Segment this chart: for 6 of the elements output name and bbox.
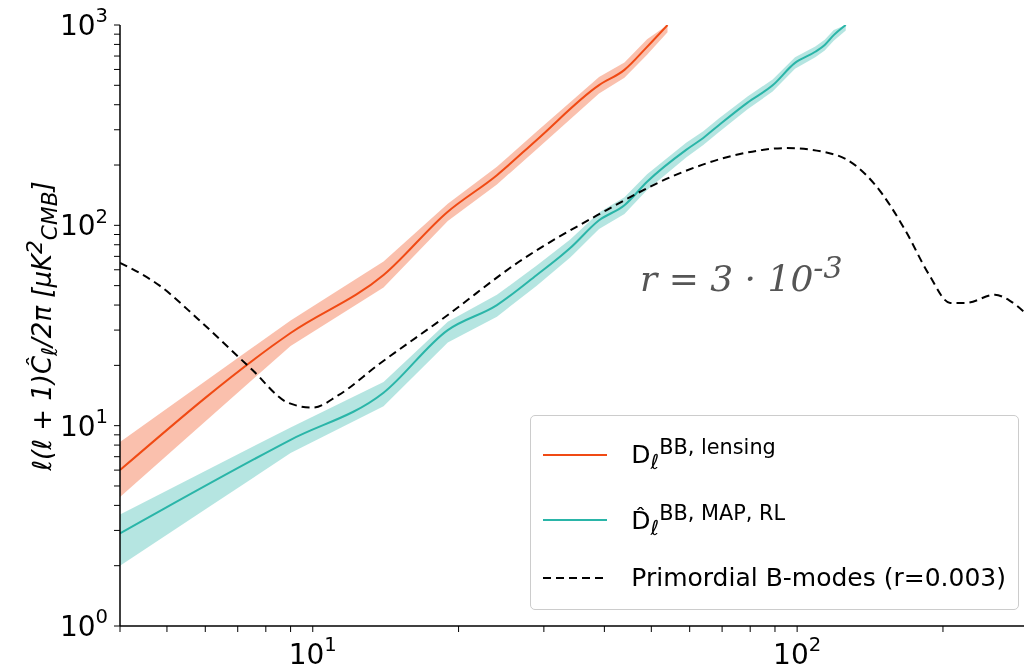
y-tick-label: 10$^{0}$ (59, 605, 108, 643)
y-tick-label: 10$^{3}$ (59, 4, 108, 42)
y-tick-label: 10$^{2}$ (59, 204, 108, 243)
legend-label: Primordial B-modes (r=0.003) (631, 562, 1006, 594)
annotation: r = 3 · 10$^{-3}$ (640, 250, 843, 299)
y-tick-label: 10$^{1}$ (59, 405, 108, 443)
